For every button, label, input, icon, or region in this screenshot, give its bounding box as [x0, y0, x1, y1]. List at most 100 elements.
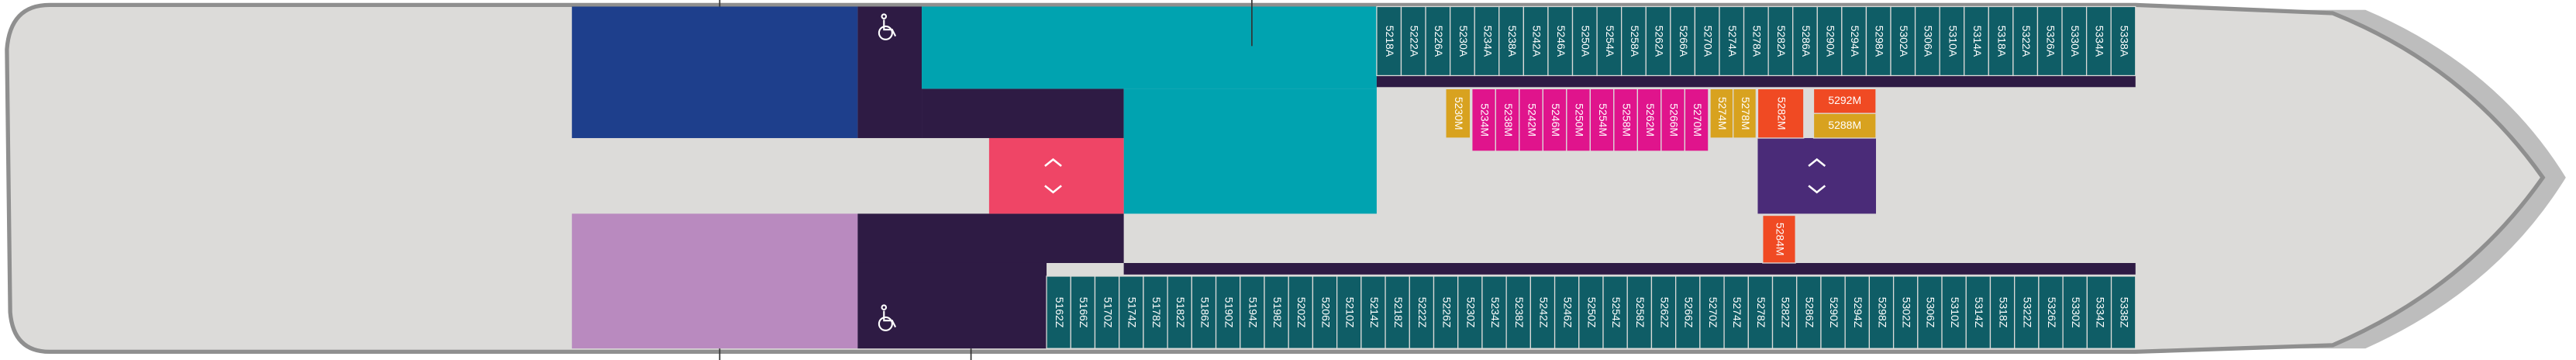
- cabin-label: 5294Z: [1852, 297, 1864, 328]
- cabin: [1636, 88, 1662, 152]
- cabin-label: 5166Z: [1078, 297, 1090, 328]
- cabin: [1602, 275, 1628, 349]
- stair-bottom: [857, 262, 1047, 349]
- cabin-label: 5234M: [1478, 103, 1491, 137]
- cabin: [2038, 275, 2064, 349]
- cabin-label: 5218Z: [1392, 297, 1405, 328]
- service-top: [922, 88, 1124, 138]
- cabin-label: 5230Z: [1465, 297, 1478, 328]
- elevator: [1757, 137, 1877, 214]
- cabin: [1578, 275, 1604, 349]
- cabin: [1660, 88, 1686, 152]
- cabin: [1143, 275, 1168, 349]
- cabin-label: 5258M: [1620, 103, 1633, 137]
- accessible-icon: [878, 13, 897, 40]
- cabin: [1613, 88, 1638, 152]
- elevator-icon: [1044, 158, 1062, 194]
- cabin: [1733, 88, 1757, 139]
- cabin-label: 5266A: [1678, 26, 1690, 57]
- cabin: [1571, 5, 1598, 77]
- cabin-label: 5292M: [1828, 94, 1861, 106]
- cabin-label: 5230A: [1457, 26, 1470, 57]
- cabin-label: 5258A: [1629, 26, 1641, 57]
- cabin: [1360, 275, 1386, 349]
- cabin-label: 5278Z: [1755, 297, 1767, 328]
- cabin: [1094, 275, 1120, 349]
- cabin: [1723, 275, 1749, 349]
- cabin-label: 5334A: [2094, 26, 2106, 57]
- cabin: [1841, 5, 1867, 77]
- cabin-label: 5242Z: [1537, 297, 1550, 328]
- cabin: [1589, 88, 1615, 152]
- venue-teal: [922, 6, 1377, 89]
- cabin: [1645, 5, 1671, 77]
- cabin: [1747, 275, 1774, 349]
- cabin-label: 5284M: [1774, 223, 1786, 256]
- cabin: [1917, 275, 1943, 349]
- cabin: [1400, 5, 1426, 77]
- cabin-label: 5226Z: [1440, 297, 1453, 328]
- cabin: [1699, 275, 1725, 349]
- cabin: [1554, 275, 1580, 349]
- cabin-label: 5238Z: [1513, 297, 1526, 328]
- cabin-label: 5250A: [1580, 26, 1592, 57]
- cabin-label: 5302Z: [1901, 297, 1913, 328]
- cabin: [1964, 5, 1989, 77]
- corridor-strip: [1376, 75, 2136, 88]
- cabin: [1965, 275, 1991, 349]
- cabin: [1890, 5, 1916, 77]
- cabin: [1796, 275, 1822, 349]
- cabin-label: 5278A: [1751, 26, 1764, 57]
- cabin-label: 5242M: [1526, 103, 1538, 137]
- cabin: [1792, 5, 1818, 77]
- cabin-label: 5270Z: [1707, 297, 1719, 328]
- cabin: [1119, 275, 1144, 349]
- cabin: [1892, 275, 1919, 349]
- cabin-label: 5330A: [2069, 26, 2081, 57]
- cabin-label: 5274A: [1726, 26, 1739, 57]
- cabin: [1445, 88, 1471, 139]
- cabin-label: 5298Z: [1876, 297, 1888, 328]
- cabin: [1474, 5, 1500, 77]
- cabin-label: 5206Z: [1319, 297, 1332, 328]
- cabin: [1939, 5, 1965, 77]
- cabin: [1812, 88, 1877, 114]
- cabin-label: 5302A: [1898, 26, 1910, 57]
- cabin: [1495, 88, 1520, 152]
- venue-lilac: [571, 213, 858, 349]
- cabin-label: 5246A: [1555, 26, 1567, 57]
- cabin-label: 5274Z: [1731, 297, 1743, 328]
- cabin-label: 5182Z: [1174, 297, 1187, 328]
- cabin-label: 5210Z: [1344, 297, 1357, 328]
- cabin: [1684, 88, 1709, 152]
- cabin: [1240, 275, 1265, 349]
- cabin-label: 5294A: [1849, 26, 1861, 57]
- cabin-label: 5266M: [1667, 103, 1680, 137]
- cabin-label: 5282Z: [1779, 297, 1791, 328]
- cabin-label: 5322A: [2020, 26, 2033, 57]
- cabin: [1621, 5, 1647, 77]
- cabin: [1596, 5, 1623, 77]
- cabin: [2086, 275, 2112, 349]
- cabin-label: 5186Z: [1198, 297, 1211, 328]
- cabin: [1812, 112, 1877, 139]
- cabin-label: 5322Z: [2022, 297, 2034, 328]
- cabin-label: 5326A: [2045, 26, 2057, 57]
- cabin: [2061, 5, 2088, 77]
- cabin-label: 5318Z: [1997, 297, 2009, 328]
- cabin-label: 5266Z: [1683, 297, 1695, 328]
- cabin: [1762, 214, 1796, 264]
- cabin: [1425, 5, 1451, 77]
- cabin: [1771, 275, 1798, 349]
- cabin: [1719, 5, 1745, 77]
- cabin: [1070, 275, 1096, 349]
- cabin: [2036, 5, 2063, 77]
- cabin-label: 5330Z: [2070, 297, 2082, 328]
- cabin-label: 5254M: [1597, 103, 1609, 137]
- cabin-label: 5310A: [1947, 26, 1959, 57]
- cabin: [1757, 88, 1805, 139]
- cabin-label: 5194Z: [1247, 297, 1260, 328]
- cabin-label: 5222Z: [1416, 297, 1429, 328]
